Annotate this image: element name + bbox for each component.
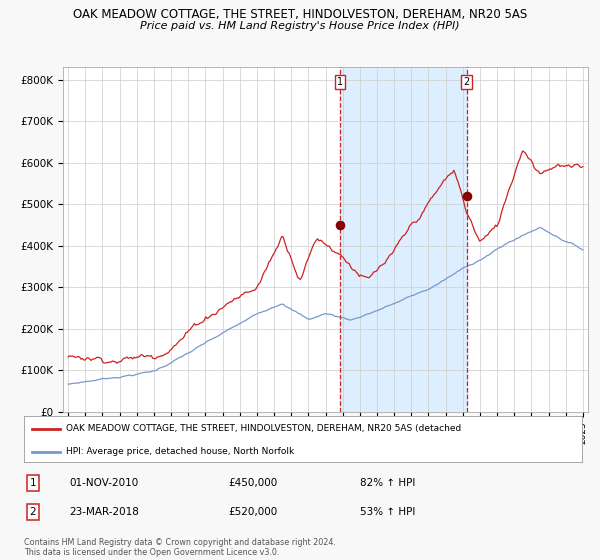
Point [335, 221, 344, 230]
Bar [340, 67, 467, 412]
Text: 1: 1 [29, 478, 37, 488]
Text: 82% ↑ HPI: 82% ↑ HPI [360, 478, 415, 488]
Text: Contains HM Land Registry data © Crown copyright and database right 2024.
This d: Contains HM Land Registry data © Crown c… [24, 538, 336, 557]
Text: 53% ↑ HPI: 53% ↑ HPI [360, 507, 415, 517]
Text: 1: 1 [337, 77, 343, 87]
Text: HPI: Average price, detached house, North Norfolk: HPI: Average price, detached house, Nort… [66, 447, 294, 456]
Text: 2: 2 [29, 507, 37, 517]
Text: 2: 2 [464, 77, 470, 87]
Text: 01-NOV-2010: 01-NOV-2010 [69, 478, 138, 488]
Text: OAK MEADOW COTTAGE, THE STREET, HINDOLVESTON, DEREHAM, NR20 5AS: OAK MEADOW COTTAGE, THE STREET, HINDOLVE… [73, 8, 527, 21]
Text: £520,000: £520,000 [228, 507, 277, 517]
Text: OAK MEADOW COTTAGE, THE STREET, HINDOLVESTON, DEREHAM, NR20 5AS (detached: OAK MEADOW COTTAGE, THE STREET, HINDOLVE… [66, 424, 461, 433]
Point [462, 192, 472, 200]
Text: 23-MAR-2018: 23-MAR-2018 [69, 507, 139, 517]
Text: Price paid vs. HM Land Registry's House Price Index (HPI): Price paid vs. HM Land Registry's House … [140, 21, 460, 31]
Text: £450,000: £450,000 [228, 478, 277, 488]
